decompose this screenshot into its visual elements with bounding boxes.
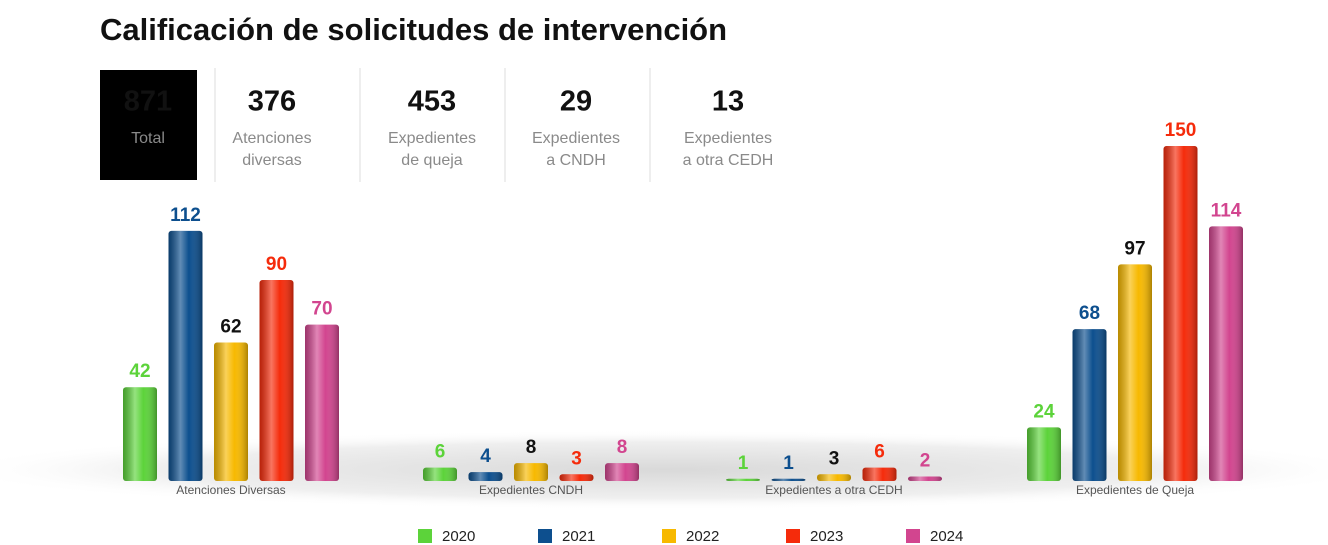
stat-value: 871: [124, 86, 172, 118]
data-label: 97: [1124, 238, 1145, 259]
legend-swatch: [538, 529, 552, 543]
stat-value: 13: [712, 86, 744, 118]
stat-label: Expedientes a CNDH: [532, 130, 620, 169]
bar-shine: [862, 467, 897, 481]
data-label: 8: [617, 437, 628, 458]
legend-swatch: [906, 529, 920, 543]
legend-swatch: [662, 529, 676, 543]
data-label: 3: [571, 448, 582, 469]
bar-shine: [908, 476, 942, 481]
legend-swatch: [418, 529, 432, 543]
data-label: 70: [311, 299, 332, 320]
data-label: 68: [1079, 303, 1100, 324]
data-label: 6: [435, 442, 446, 463]
legend-label: 2024: [930, 528, 963, 545]
stat-label: Total: [131, 130, 165, 147]
bar-shine: [1163, 146, 1198, 481]
category-label: Atenciones Diversas: [176, 483, 285, 497]
stat-value: 29: [560, 86, 592, 118]
data-label: 24: [1033, 401, 1055, 422]
bar-shine: [771, 478, 806, 481]
data-label: 8: [526, 437, 537, 458]
category-label: Expedientes a otra CEDH: [765, 483, 902, 497]
stat-value: 376: [248, 86, 296, 118]
bar-shine: [514, 463, 548, 481]
data-label: 112: [170, 205, 201, 226]
total-box: [100, 70, 197, 180]
stat-label: Atenciones diversas: [232, 130, 311, 169]
data-label: 2: [920, 451, 931, 472]
bar-shine: [726, 478, 760, 481]
data-label: 3: [829, 448, 840, 469]
bar-shine: [305, 324, 339, 481]
bar-shine: [468, 472, 503, 481]
data-label: 4: [480, 446, 491, 467]
bar-shine: [423, 467, 457, 481]
bar-shine: [605, 463, 639, 481]
chart-title: Calificación de solicitudes de intervenc…: [100, 12, 727, 47]
data-label: 114: [1211, 200, 1242, 221]
bar-shine: [1118, 264, 1152, 481]
stat-label: Expedientes a otra CEDH: [683, 130, 774, 169]
data-label: 6: [874, 442, 885, 463]
stat-value: 453: [408, 86, 456, 118]
data-label: 1: [783, 453, 794, 474]
bar-shine: [1072, 329, 1107, 481]
data-label: 62: [220, 317, 241, 338]
bar-shine: [214, 342, 248, 481]
bar-shine: [559, 474, 594, 481]
category-label: Expedientes de Queja: [1076, 483, 1194, 497]
bar-shine: [168, 230, 203, 481]
data-label: 42: [129, 361, 150, 382]
bar-shine: [817, 474, 851, 481]
data-label: 90: [266, 254, 287, 275]
legend-label: 2022: [686, 528, 719, 545]
bar-shine: [123, 387, 157, 481]
legend-label: 2023: [810, 528, 843, 545]
bar-shine: [1209, 226, 1243, 481]
bar-shine: [1027, 427, 1061, 481]
stat-label: Expedientes de queja: [388, 130, 476, 169]
data-label: 150: [1165, 120, 1197, 141]
legend-swatch: [786, 529, 800, 543]
legend-label: 2021: [562, 528, 595, 545]
data-label: 1: [738, 453, 749, 474]
category-label: Expedientes CNDH: [479, 483, 583, 497]
bar-shine: [259, 280, 294, 481]
legend-label: 2020: [442, 528, 475, 545]
